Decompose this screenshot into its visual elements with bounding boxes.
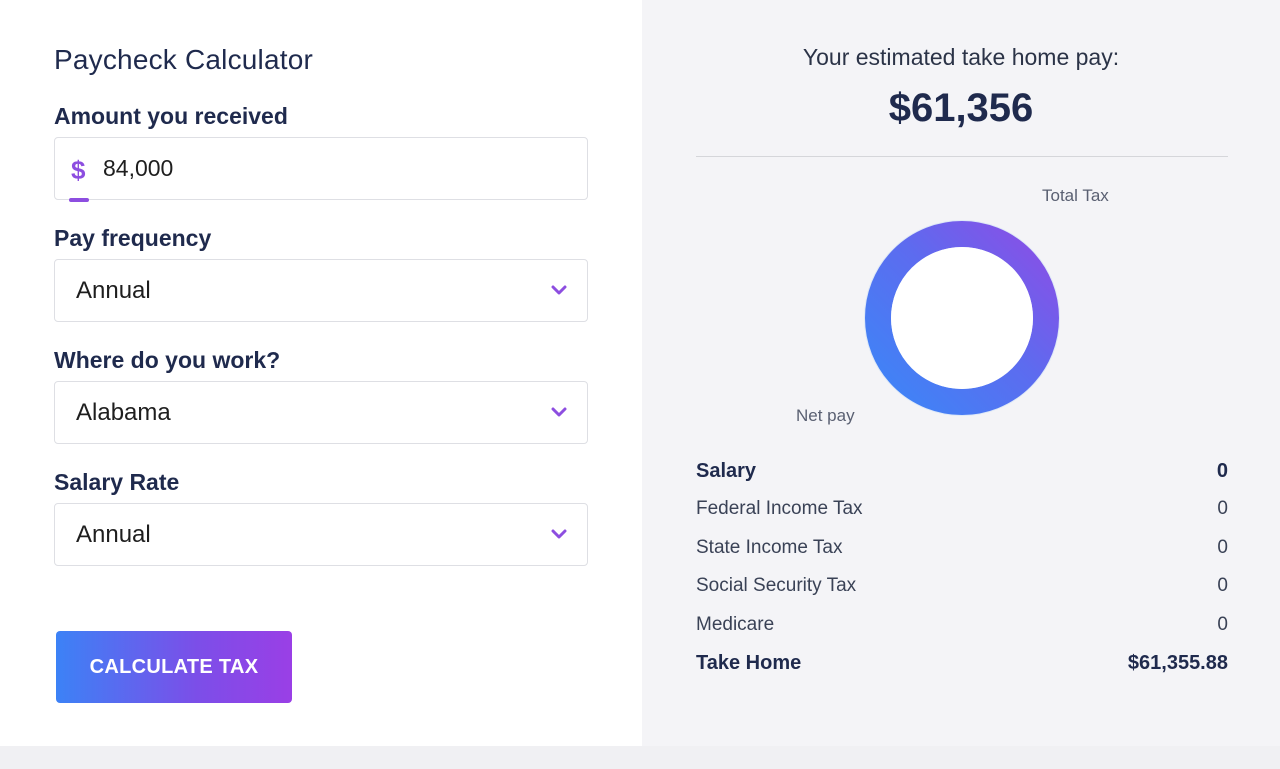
work-location-value: Alabama	[76, 399, 171, 426]
breakdown-label: State Income Tax	[696, 537, 843, 558]
chevron-down-icon	[551, 285, 567, 295]
breakdown-label: Take Home	[696, 652, 802, 674]
breakdown-value: 0	[1216, 460, 1228, 482]
breakdown-label: Salary	[696, 460, 757, 482]
page-title: Paycheck Calculator	[54, 44, 314, 75]
salary-rate-label: Salary Rate	[54, 469, 180, 495]
salary-rate-select[interactable]: Annual	[54, 503, 588, 566]
breakdown-value: 0	[1217, 498, 1228, 519]
amount-input[interactable]	[103, 155, 573, 182]
chevron-down-icon	[551, 407, 567, 417]
breakdown-label: Medicare	[696, 614, 775, 635]
dollar-icon: $	[71, 155, 86, 185]
amount-field[interactable]: $	[54, 137, 588, 202]
net-pay-arc	[865, 221, 1059, 415]
take-home-amount: $61,356	[888, 86, 1034, 130]
pay-frequency-label: Pay frequency	[54, 225, 212, 251]
chevron-down-icon	[551, 529, 567, 539]
net-pay-chart-label: Net pay	[796, 406, 855, 425]
footer-strip	[0, 746, 1280, 769]
breakdown-row: Federal Income Tax 0	[696, 498, 1228, 520]
breakdown-row: Medicare 0	[696, 614, 1228, 636]
breakdown-row: Salary 0	[696, 460, 1228, 483]
breakdown-row: State Income Tax 0	[696, 537, 1228, 559]
work-location-select[interactable]: Alabama	[54, 381, 588, 444]
take-home-heading: Your estimated take home pay:	[802, 44, 1120, 70]
breakdown-row: Take Home $61,355.88	[696, 652, 1228, 675]
breakdown-value: 0	[1217, 614, 1228, 635]
breakdown-value: 0	[1217, 537, 1228, 558]
donut-center	[891, 247, 1033, 389]
amount-label: Amount you received	[54, 103, 288, 129]
breakdown-row: Social Security Tax 0	[696, 575, 1228, 597]
calculate-tax-button[interactable]: CALCULATE TAX	[56, 631, 292, 703]
total-tax-chart-label: Total Tax	[1042, 186, 1109, 205]
work-location-label: Where do you work?	[54, 347, 281, 373]
breakdown-label: Federal Income Tax	[696, 498, 863, 519]
amount-focus-indicator	[69, 198, 89, 202]
salary-rate-value: Annual	[76, 521, 151, 548]
divider	[696, 156, 1228, 157]
breakdown-value: 0	[1217, 575, 1228, 596]
breakdown-label: Social Security Tax	[696, 575, 857, 596]
tax-donut-chart	[864, 220, 1060, 416]
breakdown-value: $61,355.88	[1127, 652, 1228, 674]
pay-frequency-select[interactable]: Annual	[54, 259, 588, 322]
pay-frequency-value: Annual	[76, 277, 151, 304]
calculator-form-panel: Paycheck Calculator Amount you received …	[0, 0, 642, 746]
